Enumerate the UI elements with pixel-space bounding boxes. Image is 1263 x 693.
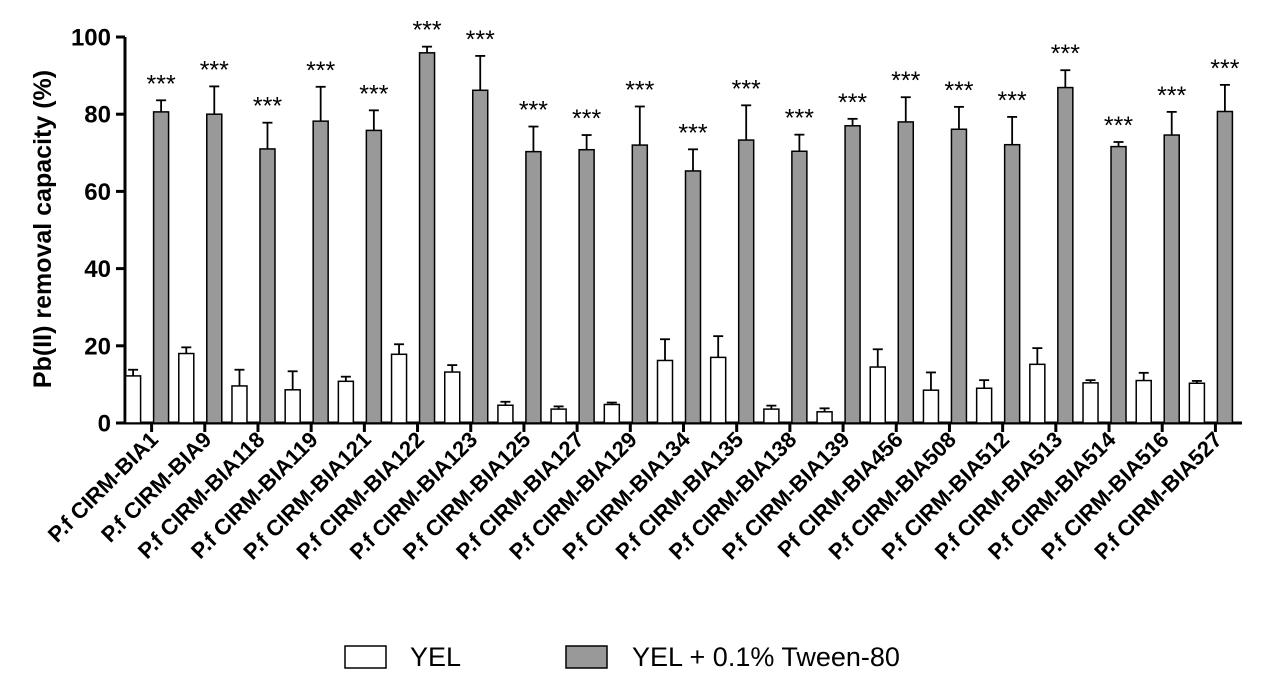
y-tick-label: 60 xyxy=(84,179,111,206)
bar-yel xyxy=(1188,382,1206,424)
significance-label: *** xyxy=(625,76,654,104)
bar-yel xyxy=(443,371,461,424)
bar-tween xyxy=(578,148,595,424)
significance-label: *** xyxy=(1157,82,1186,110)
bar-tween xyxy=(844,125,861,424)
bar-tween xyxy=(312,120,329,424)
significance-label: *** xyxy=(944,77,973,105)
bar-tween xyxy=(206,113,223,424)
significance-label: *** xyxy=(732,75,761,103)
bar-tween xyxy=(471,89,489,424)
bar-yel xyxy=(656,359,674,424)
legend-label-tween: YEL + 0.1% Tween-80 xyxy=(632,642,900,672)
y-tick-label: 0 xyxy=(98,411,111,438)
significance-label: *** xyxy=(572,105,601,133)
bar-tween xyxy=(737,139,755,424)
significance-label: *** xyxy=(1210,55,1239,83)
significance-label: *** xyxy=(200,56,229,84)
significance-label: *** xyxy=(785,105,814,133)
legend-swatch-tween xyxy=(565,645,608,669)
bar-tween xyxy=(1003,143,1021,424)
bar-tween xyxy=(152,111,170,424)
significance-label: *** xyxy=(838,89,867,117)
bar-yel xyxy=(816,411,833,424)
bar-tween xyxy=(365,129,383,424)
y-axis-label: Pb(II) removal capacity (%) xyxy=(29,70,57,388)
significance-label: *** xyxy=(359,80,388,108)
bar-yel xyxy=(1082,382,1099,424)
significance-label: *** xyxy=(412,17,441,45)
significance-label: *** xyxy=(891,67,920,95)
bar-yel xyxy=(603,403,621,424)
bar-yel xyxy=(497,404,514,424)
significance-label: *** xyxy=(466,26,495,54)
significance-label: *** xyxy=(519,97,548,125)
bar-yel xyxy=(231,385,248,424)
bar-yel xyxy=(337,380,355,424)
bar-yel xyxy=(284,389,301,424)
bar-tween xyxy=(791,150,808,424)
bar-yel xyxy=(124,375,142,424)
bar-yel xyxy=(709,356,727,424)
legend-swatch-yel xyxy=(344,645,387,669)
bar-tween xyxy=(418,52,436,424)
significance-label: *** xyxy=(1051,40,1080,68)
bar-tween xyxy=(1110,145,1127,424)
bar-yel xyxy=(1135,379,1152,424)
bar-tween xyxy=(1163,134,1180,424)
bar-tween xyxy=(1216,110,1234,424)
legend: YEL YEL + 0.1% Tween-80 xyxy=(344,642,900,672)
y-tick-label: 100 xyxy=(71,25,111,52)
bar-yel xyxy=(763,408,780,424)
legend-label-yel: YEL xyxy=(410,642,461,672)
significance-label: *** xyxy=(147,70,176,98)
bar-tween xyxy=(259,148,276,424)
bar-yel xyxy=(550,408,567,424)
bar-yel xyxy=(390,353,408,424)
bar-tween xyxy=(631,144,649,424)
bar-tween xyxy=(1057,86,1074,424)
y-tick-label: 40 xyxy=(84,256,111,283)
bar-tween xyxy=(525,150,542,424)
bar-yel xyxy=(975,387,993,424)
bar-tween xyxy=(897,121,915,424)
y-tick-label: 20 xyxy=(84,333,111,360)
significance-label: *** xyxy=(678,119,707,147)
y-tick-label: 80 xyxy=(84,102,111,129)
significance-label: *** xyxy=(253,93,282,121)
significance-label: *** xyxy=(306,57,335,85)
significance-label: *** xyxy=(998,87,1027,115)
bar-yel xyxy=(922,389,940,424)
bar-tween xyxy=(684,170,702,424)
significance-label: *** xyxy=(1104,112,1133,140)
bar-yel xyxy=(178,352,195,424)
bar-tween xyxy=(950,128,968,424)
bar-yel xyxy=(1029,363,1046,424)
bar-yel xyxy=(869,366,887,424)
